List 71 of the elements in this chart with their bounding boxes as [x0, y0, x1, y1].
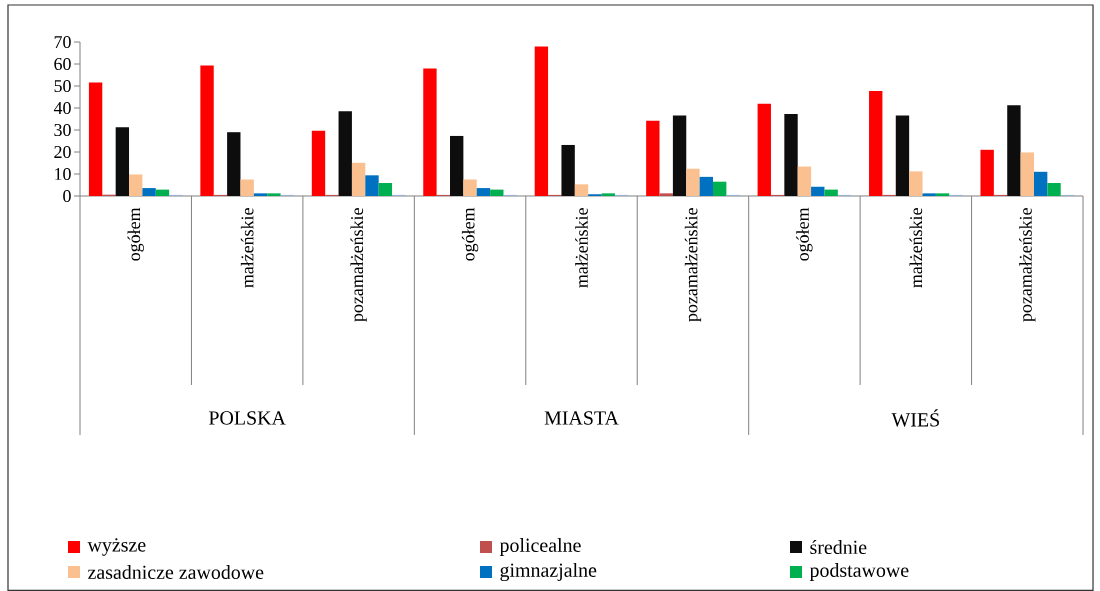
- x-tick-label: pozamałżeńskie: [350, 208, 367, 322]
- bar: [922, 193, 936, 196]
- bar: [909, 171, 923, 196]
- bar: [659, 193, 673, 196]
- text: MIASTA: [544, 411, 619, 425]
- bar: [129, 174, 143, 196]
- bar: [784, 113, 798, 196]
- bar: [351, 162, 366, 196]
- bar: [450, 135, 464, 196]
- bar: [713, 181, 727, 196]
- legend-label: policealne: [499, 537, 581, 557]
- y-tick-label: 20: [54, 145, 71, 159]
- bar: [311, 130, 326, 196]
- legend-label: podstawowe: [809, 562, 909, 582]
- bar: [574, 184, 589, 196]
- bar: [824, 189, 838, 196]
- legend-label: gimnazjalne: [500, 562, 597, 582]
- bar: [115, 127, 130, 196]
- bar: [240, 179, 254, 196]
- text: WIEŚ: [891, 409, 939, 427]
- bar: [1020, 152, 1034, 196]
- bar: [672, 115, 687, 196]
- y-tick-label: 10: [55, 167, 71, 181]
- bar: [463, 179, 477, 196]
- bar: [699, 176, 714, 196]
- legend-label: zasadnicze zawodowe: [88, 564, 264, 579]
- bar: [980, 149, 994, 196]
- x-tick-label: małżeńskie: [909, 208, 923, 288]
- bar: [935, 193, 950, 196]
- bar: [646, 120, 660, 196]
- x-tick-label: pozamałżeńskie: [684, 208, 702, 322]
- bar: [561, 144, 575, 196]
- bar: [869, 91, 883, 196]
- y-tick-label: 50: [54, 79, 71, 93]
- bar: [155, 189, 170, 196]
- bar: [253, 193, 268, 196]
- bar: [88, 82, 103, 196]
- bar: [1033, 171, 1048, 196]
- bar: [490, 189, 504, 196]
- bar: [142, 188, 156, 196]
- bar: [378, 183, 393, 196]
- x-tick-label: małżeńskie: [575, 208, 588, 288]
- bar: [1047, 183, 1061, 196]
- bar: [200, 65, 214, 196]
- bar: [267, 193, 281, 196]
- legend-label: wyższe: [87, 538, 146, 556]
- text: POLSKA: [209, 411, 286, 425]
- y-tick-label: 30: [54, 123, 71, 137]
- x-tick-label: ogółem: [461, 207, 479, 261]
- bar: [797, 166, 812, 196]
- bar: [534, 46, 549, 196]
- bar: [601, 193, 615, 196]
- bar: [476, 188, 491, 196]
- x-tick-label: pozamałżeńskie: [1019, 208, 1036, 322]
- legend-label: średnie: [810, 539, 867, 555]
- bar: [811, 186, 825, 196]
- bar: [1007, 105, 1021, 196]
- bar: [895, 115, 910, 196]
- bar: [365, 175, 379, 196]
- y-tick-label: 40: [53, 101, 71, 115]
- x-tick-label: ogółem: [127, 207, 144, 261]
- x-tick-label: ogółem: [796, 207, 813, 261]
- bar: [227, 132, 241, 196]
- y-tick-label: 60: [54, 57, 71, 71]
- y-tick-label: 70: [54, 35, 71, 49]
- bar: [757, 103, 771, 196]
- bar: [338, 111, 352, 196]
- bar: [423, 68, 437, 196]
- bar: [686, 168, 700, 196]
- y-tick-label: 0: [63, 189, 71, 203]
- x-tick-label: małżeńskie: [240, 208, 254, 288]
